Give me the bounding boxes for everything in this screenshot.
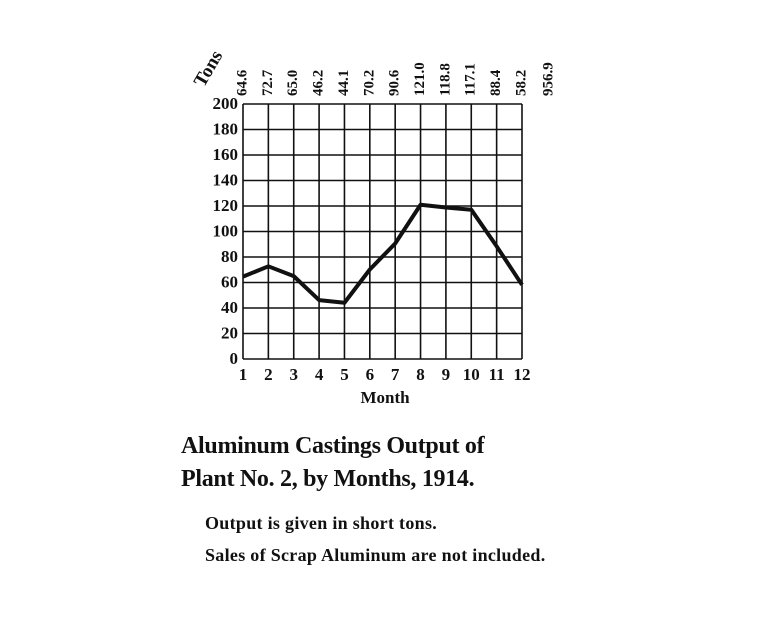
value-label: 90.6 xyxy=(387,69,403,96)
title-line: Plant No. 2, by Months, 1914. xyxy=(181,466,475,492)
y-tick-label: 0 xyxy=(230,349,239,368)
y-tick-label: 120 xyxy=(213,196,239,215)
x-tick-label: 2 xyxy=(264,365,273,384)
x-tick-label: 1 xyxy=(239,365,248,384)
y-tick-label: 140 xyxy=(213,170,239,189)
chart-title: Aluminum Castings Output of Plant No. 2,… xyxy=(181,430,485,496)
x-tick-label: 8 xyxy=(416,365,425,384)
y-tick-label: 100 xyxy=(213,221,239,240)
value-label: 44.1 xyxy=(336,70,352,96)
y-tick-label: 40 xyxy=(221,298,238,317)
x-tick-label: 11 xyxy=(489,365,505,384)
value-label: 72.7 xyxy=(260,69,276,96)
x-tick-label: 12 xyxy=(514,365,531,384)
value-label: 64.6 xyxy=(234,69,250,96)
x-tick-label: 5 xyxy=(340,365,349,384)
y-tick-label: 180 xyxy=(213,119,239,138)
x-tick-label: 4 xyxy=(315,365,324,384)
value-label: 46.2 xyxy=(311,70,327,96)
y-tick-label: 160 xyxy=(213,145,239,164)
x-tick-label: 9 xyxy=(442,365,451,384)
value-label: 121.0 xyxy=(412,62,428,96)
note: Sales of Scrap Aluminum are not included… xyxy=(205,545,546,565)
y-tick-label: 20 xyxy=(221,323,238,342)
x-tick-label: 3 xyxy=(289,365,298,384)
value-label: 65.0 xyxy=(285,70,301,96)
y-tick-label: 60 xyxy=(221,272,238,291)
x-tick-label: 6 xyxy=(366,365,375,384)
value-column-label: Tons xyxy=(190,47,227,91)
x-tick-label: 7 xyxy=(391,365,400,384)
value-label: 58.2 xyxy=(513,70,529,96)
note: Output is given in short tons. xyxy=(205,513,438,533)
y-tick-label: 80 xyxy=(221,247,238,266)
title-line: Aluminum Castings Output of xyxy=(181,433,485,459)
line xyxy=(242,202,524,305)
value-label: 117.1 xyxy=(463,63,479,96)
value-label: 88.4 xyxy=(488,69,504,96)
total-label: 956.9 xyxy=(540,62,556,96)
x-tick-label: 10 xyxy=(463,365,480,384)
value-label: 118.8 xyxy=(437,63,453,96)
y-tick-label: 200 xyxy=(213,94,239,113)
x-axis-label: Month xyxy=(360,388,410,407)
value-label: 70.2 xyxy=(361,70,377,96)
